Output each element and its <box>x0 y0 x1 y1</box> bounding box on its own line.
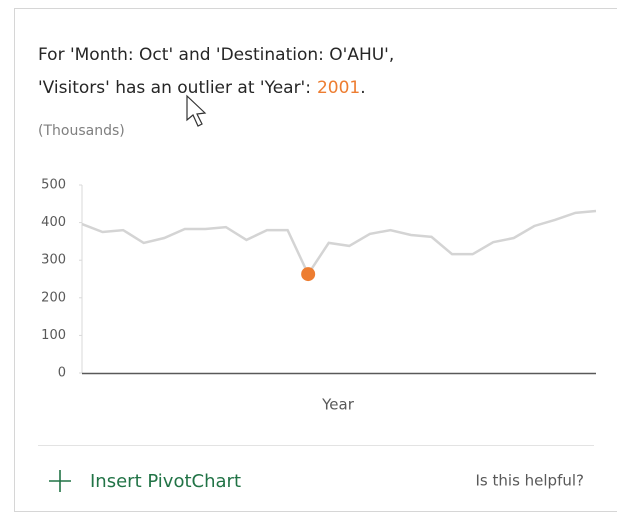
plot: 0 100 200 300 400 500 <box>41 178 597 381</box>
y-tick-label: 200 <box>41 290 66 305</box>
insert-pivotchart[interactable]: Insert PivotChart <box>49 470 241 492</box>
title-line: 'Visitors' has an outlier at 'Year': 2001… <box>38 78 366 98</box>
y-tick-label: 100 <box>41 328 66 343</box>
y-tick-label: 300 <box>41 253 66 268</box>
title-text: 'Visitors' has an outlier at 'Year': <box>38 78 311 98</box>
y-tick-label: 400 <box>41 215 66 230</box>
outlier-point <box>301 267 316 282</box>
title-end: . <box>360 78 365 98</box>
x-axis-label: Year <box>321 396 355 414</box>
feedback-link[interactable]: Is this helpful? <box>476 472 585 490</box>
mouse-cursor <box>186 94 207 127</box>
title-line: For 'Month: Oct' and 'Destination: O'AHU… <box>38 45 394 65</box>
subtitle: (Thousands) <box>38 123 125 139</box>
title-value: 2001 <box>317 78 360 98</box>
y-tick-label: 500 <box>41 178 66 193</box>
card-border <box>14 8 617 512</box>
action-label[interactable]: Insert PivotChart <box>90 471 241 492</box>
line-series <box>81 209 597 277</box>
y-tick-label: 0 <box>58 366 66 381</box>
